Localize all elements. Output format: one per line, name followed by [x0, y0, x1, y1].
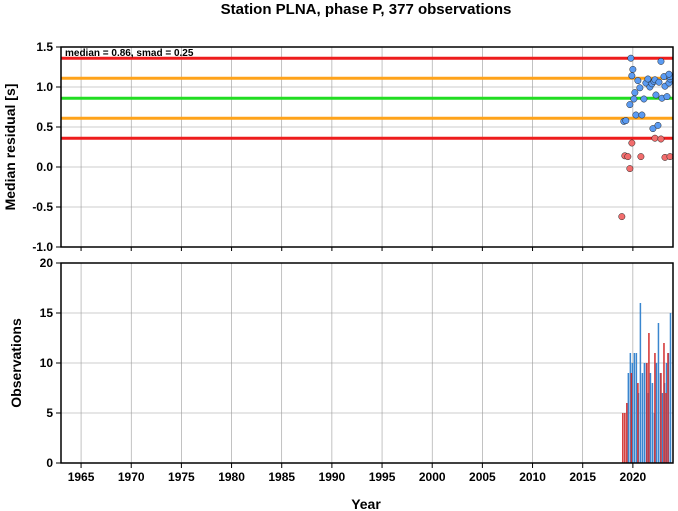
observations-y-axis-label: Observations	[8, 318, 24, 408]
observation-bar	[667, 353, 669, 463]
residual-y-axis-label: Median residual [s]	[2, 84, 18, 211]
chart-title: Station PLNA, phase P, 377 observations	[221, 1, 512, 18]
x-tick-label: 1990	[319, 470, 346, 484]
residual-point	[628, 72, 636, 80]
observation-bar	[641, 373, 644, 463]
residual-point	[628, 139, 636, 147]
observation-bar	[655, 363, 658, 463]
x-tick-label: 1975	[168, 470, 195, 484]
x-tick-label: 1985	[268, 470, 295, 484]
observations-grid	[61, 262, 673, 464]
x-tick-label: 2000	[419, 470, 446, 484]
residual-point	[651, 134, 659, 142]
residual-point	[637, 153, 645, 161]
observation-bar	[639, 303, 642, 463]
observation-bar	[657, 323, 660, 463]
residual-point	[627, 54, 635, 62]
residual-point	[629, 65, 637, 73]
observation-bar	[654, 353, 656, 463]
x-tick-label: 2005	[469, 470, 496, 484]
residual-point	[636, 84, 644, 92]
y-tick-label: 0.0	[36, 160, 53, 174]
x-tick-label: 1995	[369, 470, 396, 484]
observation-bar	[665, 393, 667, 463]
y-tick-label: 1.0	[36, 80, 53, 94]
residual-point	[652, 91, 660, 99]
residual-point	[626, 101, 634, 109]
observation-bar	[643, 363, 646, 463]
observation-bar	[631, 363, 634, 463]
observations-y-ticks: 0 5 10 15 20	[40, 256, 61, 470]
observation-bar	[649, 373, 652, 463]
observation-bar	[660, 373, 662, 463]
residual-point	[640, 95, 648, 103]
observation-bar	[651, 383, 654, 463]
residual-point	[644, 75, 652, 83]
residual-point	[657, 135, 665, 143]
y-tick-label: -0.5	[32, 200, 53, 214]
observation-bar	[669, 313, 672, 463]
residual-points	[618, 54, 674, 221]
residual-point	[634, 77, 642, 85]
observation-bar	[637, 383, 639, 463]
y-tick-label: 10	[40, 356, 54, 370]
residual-point	[630, 95, 638, 103]
observation-bar	[663, 343, 665, 463]
year-x-ticks: 1965 1970 1975 1980 1985 1990 1995 2000 2005 2010…	[68, 463, 647, 484]
observation-bar	[661, 393, 664, 463]
x-tick-label: 1980	[218, 470, 245, 484]
x-tick-label: 2020	[620, 470, 647, 484]
residual-point	[665, 70, 673, 78]
observation-bar	[626, 403, 628, 463]
y-tick-label: 1.5	[36, 40, 53, 54]
x-tick-label: 1965	[68, 470, 95, 484]
observation-bars	[622, 303, 672, 463]
residual-point	[649, 125, 657, 133]
observation-bar	[646, 363, 648, 463]
y-tick-label: 5	[46, 406, 53, 420]
residual-point	[624, 153, 632, 161]
residual-point	[622, 117, 630, 125]
observation-bar	[622, 413, 624, 463]
observation-bar	[624, 413, 626, 463]
residual-point	[638, 111, 646, 119]
observation-bar	[648, 333, 650, 463]
y-tick-label: 0.5	[36, 120, 53, 134]
observation-bar	[635, 353, 638, 463]
residual-point	[657, 57, 665, 65]
residual-point	[654, 121, 662, 129]
residual-point	[626, 165, 634, 173]
residual-point	[618, 213, 626, 221]
observation-bar	[629, 353, 632, 463]
y-tick-label: 15	[40, 306, 54, 320]
residual-point	[632, 111, 640, 119]
x-tick-label: 2015	[569, 470, 596, 484]
y-tick-label: -1.0	[32, 240, 53, 254]
stats-annotation: median = 0.86, smad = 0.25	[65, 48, 194, 59]
reference-lines	[61, 56, 673, 140]
observation-bar	[630, 373, 633, 463]
residual-y-ticks: -1.0 -0.5 0.0 0.5 1.0 1.5	[32, 40, 634, 254]
residual-point	[663, 93, 671, 101]
x-axis-label: Year	[351, 496, 381, 511]
y-tick-label: 20	[40, 256, 54, 270]
residual-point	[666, 153, 674, 161]
residual-panel: -1.0 -0.5 0.0 0.5 1.0 1.5 median = 0.86, smad…	[2, 40, 674, 254]
residual-point	[631, 89, 639, 97]
residual-plot-frame	[60, 46, 674, 248]
x-tick-label: 2010	[519, 470, 546, 484]
observation-bar	[633, 353, 636, 463]
y-tick-label: 0	[46, 456, 53, 470]
observation-bar	[627, 373, 630, 463]
x-tick-label: 1970	[118, 470, 145, 484]
residual-point	[655, 78, 663, 86]
observations-panel: 0 5 10 15 20 1965 1970 1975 1980 1985 1990 1995 200…	[8, 256, 674, 511]
